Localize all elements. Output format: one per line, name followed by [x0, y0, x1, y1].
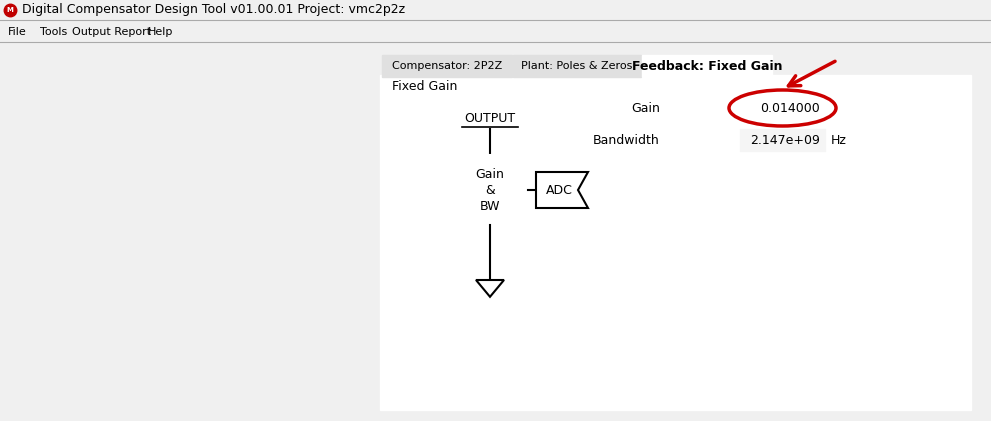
Text: Bandwidth: Bandwidth — [594, 133, 660, 147]
Bar — [642, 55, 772, 77]
Text: Gain: Gain — [631, 101, 660, 115]
Text: M: M — [7, 7, 14, 13]
Bar — [513, 55, 641, 77]
Text: Tools: Tools — [40, 27, 67, 37]
Text: Output Report: Output Report — [72, 27, 151, 37]
Polygon shape — [536, 172, 588, 208]
Bar — [740, 129, 825, 151]
Text: &: & — [486, 184, 495, 197]
Text: 2.147e+09: 2.147e+09 — [750, 133, 820, 147]
Bar — [448, 155, 528, 225]
Text: Hz: Hz — [831, 133, 847, 147]
Text: Gain: Gain — [476, 168, 504, 181]
Bar — [380, 75, 971, 410]
Text: File: File — [8, 27, 27, 37]
Text: Fixed Gain: Fixed Gain — [392, 80, 458, 93]
Polygon shape — [476, 280, 504, 297]
Text: Plant: Poles & Zeros: Plant: Poles & Zeros — [521, 61, 632, 71]
Text: Digital Compensator Design Tool v01.00.01 Project: vmc2p2z: Digital Compensator Design Tool v01.00.0… — [22, 3, 405, 16]
Text: BW: BW — [480, 200, 500, 213]
Text: 0.014000: 0.014000 — [760, 101, 820, 115]
Text: Compensator: 2P2Z: Compensator: 2P2Z — [391, 61, 502, 71]
Bar — [382, 55, 512, 77]
Bar — [740, 97, 825, 119]
Text: OUTPUT: OUTPUT — [465, 112, 515, 125]
Text: Feedback: Fixed Gain: Feedback: Fixed Gain — [631, 59, 782, 72]
Text: ADC: ADC — [546, 184, 573, 197]
Text: Help: Help — [148, 27, 173, 37]
